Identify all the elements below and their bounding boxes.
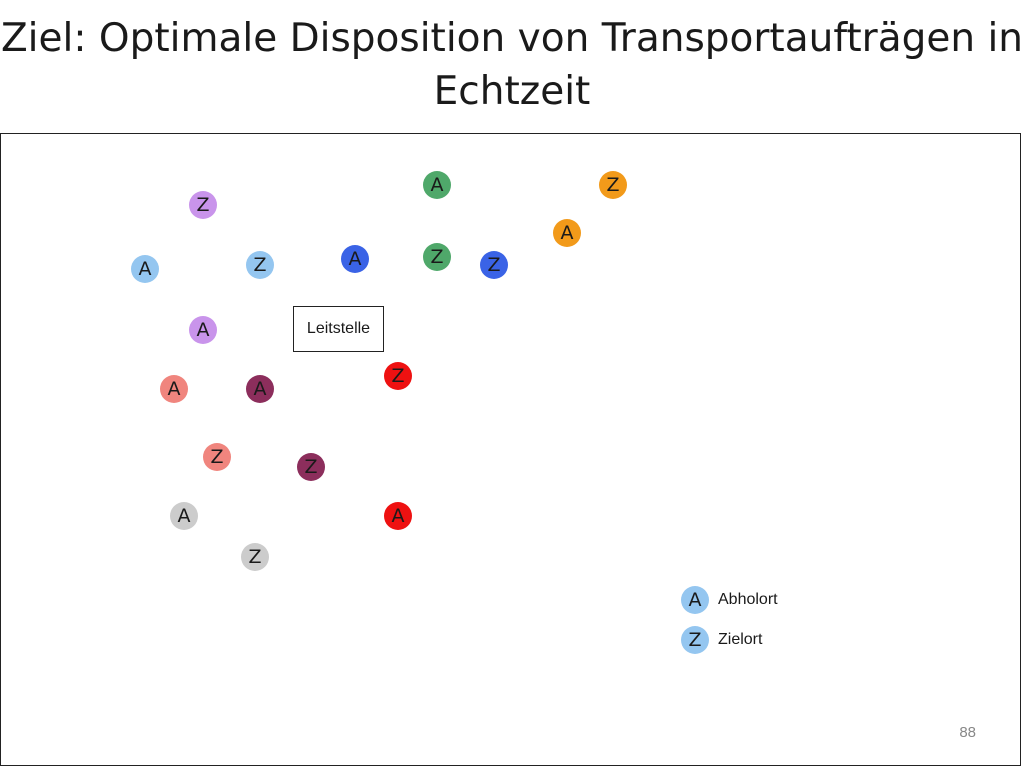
order-9-pickup-marker: A bbox=[170, 502, 198, 530]
order-7-destination-marker: Z bbox=[203, 443, 231, 471]
order-2-pickup-marker: A bbox=[189, 316, 217, 344]
order-1-destination-marker: Z bbox=[246, 251, 274, 279]
order-3-destination-marker: Z bbox=[423, 243, 451, 271]
order-8-destination-marker: Z bbox=[297, 453, 325, 481]
order-2-destination-marker: Z bbox=[189, 191, 217, 219]
diagram-frame bbox=[0, 133, 1021, 766]
slide-title: Ziel: Optimale Disposition von Transport… bbox=[0, 12, 1024, 118]
leitstelle-label: Leitstelle bbox=[306, 320, 371, 337]
order-4-destination-marker: Z bbox=[599, 171, 627, 199]
order-4-pickup-marker: A bbox=[553, 219, 581, 247]
order-5-destination-marker: Z bbox=[480, 251, 508, 279]
order-8-pickup-marker: A bbox=[246, 375, 274, 403]
order-6-pickup-marker: A bbox=[384, 502, 412, 530]
slide-title-line-1: Ziel: Optimale Disposition von Transport… bbox=[0, 16, 1024, 61]
order-1-pickup-marker: A bbox=[131, 255, 159, 283]
legend-pickup-label: Abholort bbox=[718, 591, 778, 608]
order-9-destination-marker: Z bbox=[241, 543, 269, 571]
legend-destination-marker: Z bbox=[681, 626, 709, 654]
order-6-destination-marker: Z bbox=[384, 362, 412, 390]
legend-destination-label: Zielort bbox=[718, 631, 763, 648]
legend-pickup-marker: A bbox=[681, 586, 709, 614]
page-number: 88 bbox=[959, 724, 976, 741]
order-5-pickup-marker: A bbox=[341, 245, 369, 273]
order-7-pickup-marker: A bbox=[160, 375, 188, 403]
leitstelle-box: Leitstelle bbox=[293, 306, 384, 352]
order-3-pickup-marker: A bbox=[423, 171, 451, 199]
slide-title-line-2: Echtzeit bbox=[433, 69, 591, 114]
